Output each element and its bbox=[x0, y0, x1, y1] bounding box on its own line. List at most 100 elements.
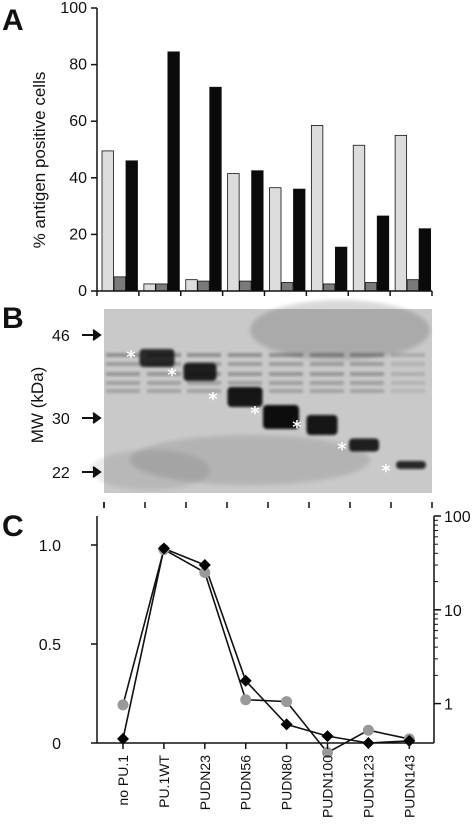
bar-1-4 bbox=[227, 173, 240, 292]
series-1-point-5 bbox=[281, 696, 293, 708]
blot-background-band bbox=[350, 353, 384, 357]
band-asterisk: * bbox=[167, 365, 177, 386]
panel-c-right-tick-label: 1 bbox=[444, 697, 453, 714]
blot-bands: * * * * * * * bbox=[90, 300, 430, 490]
series-2-point-2 bbox=[157, 542, 170, 555]
panel-c-letter: C bbox=[2, 510, 24, 543]
blot-band-lane-6 bbox=[306, 415, 338, 435]
panel-a-axes bbox=[96, 8, 433, 296]
blot-background-band bbox=[310, 353, 344, 357]
blot-background-band bbox=[391, 389, 425, 393]
blot-background-band bbox=[350, 381, 384, 385]
category-label-6: PUDN100 bbox=[320, 755, 336, 818]
blot-background-band bbox=[147, 389, 181, 393]
series-2-point-4 bbox=[239, 674, 252, 687]
blot-band-lane-7 bbox=[349, 438, 379, 452]
bar-3-2 bbox=[167, 51, 180, 292]
blot-band-lane-3 bbox=[183, 363, 217, 381]
series-2-point-6 bbox=[321, 730, 334, 743]
lane-ticks bbox=[103, 502, 433, 508]
bar-2-5 bbox=[281, 282, 294, 292]
mw-label-46: 46 bbox=[52, 328, 70, 345]
blot-band-lane-5 bbox=[263, 405, 299, 429]
panel-c-left-tick-label: 0 bbox=[52, 736, 61, 753]
blot-background-band bbox=[350, 362, 384, 366]
blot-band-lane-4 bbox=[227, 387, 263, 407]
category-label-5: PUDN80 bbox=[279, 755, 295, 810]
blot-background-band bbox=[106, 362, 140, 366]
panel-c-series bbox=[117, 542, 416, 759]
blot-background-band bbox=[228, 362, 262, 366]
bar-1-1 bbox=[101, 150, 114, 292]
arrow-right-icon bbox=[82, 329, 102, 341]
bar-2-2 bbox=[155, 283, 168, 292]
panel-c-left-axis: 0 0.5 1.0 bbox=[39, 538, 97, 753]
mw-label-30: 30 bbox=[52, 411, 70, 428]
blot-background-band bbox=[106, 372, 140, 376]
blot-background-band bbox=[391, 381, 425, 385]
series-1-point-7 bbox=[362, 724, 374, 736]
bar-3-6 bbox=[334, 246, 348, 292]
band-asterisk: * bbox=[337, 439, 347, 460]
bar-3-8 bbox=[418, 228, 432, 292]
series-2-point-1 bbox=[117, 732, 129, 745]
blot-smudge bbox=[90, 450, 210, 490]
panel-a: A % antigen positive cells 0 20 40 60 80 100 bbox=[2, 0, 433, 300]
blot-background-band bbox=[228, 381, 262, 385]
panel-c-right-tick-label: 100 bbox=[444, 509, 471, 526]
category-label-3: PUDN23 bbox=[197, 755, 213, 810]
blot-band-lane-2 bbox=[139, 349, 175, 367]
bar-2-8 bbox=[406, 279, 420, 292]
category-label-1: no PU.1 bbox=[115, 755, 131, 806]
panel-c: C 0 0.5 1.0 1 10 100 no PU.1 PU.1WT PUDN23 PUDN… bbox=[2, 509, 471, 818]
blot-background-band bbox=[228, 353, 262, 357]
panel-c-axes bbox=[96, 516, 435, 744]
panel-a-y-tick-label: 40 bbox=[69, 170, 87, 187]
bar-1-2 bbox=[143, 283, 156, 292]
blot-background-band bbox=[350, 389, 384, 393]
bar-3-1 bbox=[125, 160, 138, 292]
band-asterisk: * bbox=[292, 417, 302, 438]
bar-2-1 bbox=[113, 276, 126, 292]
blot-background-band bbox=[106, 353, 140, 357]
band-asterisk: * bbox=[208, 389, 218, 410]
category-label-4: PUDN56 bbox=[238, 755, 254, 810]
bar-1-7 bbox=[352, 144, 366, 292]
category-label-8: PUDN143 bbox=[401, 755, 417, 818]
series-2-point-5 bbox=[280, 718, 293, 731]
blot-background-band bbox=[269, 381, 303, 385]
bar-2-4 bbox=[239, 280, 252, 292]
series-1-point-4 bbox=[240, 694, 252, 706]
bar-2-6 bbox=[322, 283, 336, 292]
blot-background-band bbox=[310, 372, 344, 376]
panel-a-bars bbox=[101, 51, 432, 292]
series-1-point-3 bbox=[199, 566, 211, 578]
bar-2-3 bbox=[197, 280, 210, 292]
blot-background-band bbox=[269, 353, 303, 357]
panel-a-y-tick-label: 60 bbox=[69, 113, 87, 130]
panel-a-y-tick-label: 100 bbox=[60, 0, 87, 17]
bar-3-3 bbox=[209, 86, 222, 292]
blot-background-band bbox=[106, 389, 140, 393]
blot-background-band bbox=[187, 353, 221, 357]
blot-background-band bbox=[147, 372, 181, 376]
blot-background-band bbox=[350, 372, 384, 376]
blot-background-band bbox=[269, 372, 303, 376]
panel-a-y-tick-label: 20 bbox=[69, 226, 87, 243]
panel-a-y-axis: 0 20 40 60 80 100 bbox=[60, 0, 97, 300]
blot-background-band bbox=[391, 353, 425, 357]
band-asterisk: * bbox=[381, 461, 391, 482]
mw-marker-30: 30 bbox=[52, 411, 102, 428]
series-1-point-6 bbox=[322, 747, 333, 759]
blot-background-band bbox=[228, 372, 262, 376]
blot-background-band bbox=[310, 362, 344, 366]
category-label-7: PUDN123 bbox=[360, 755, 376, 818]
panel-b: B MW (kDa) 46 30 22 * * * * * * * bbox=[2, 300, 433, 508]
panel-c-categories: no PU.1 PU.1WT PUDN23 PUDN56 PUDN80 PUDN100 PU… bbox=[115, 743, 417, 818]
series-2-point-8 bbox=[403, 734, 416, 747]
bar-2-7 bbox=[364, 282, 378, 292]
bar-1-3 bbox=[185, 279, 198, 292]
blot-band-lane-8 bbox=[396, 461, 426, 469]
panel-c-right-axis: 1 10 100 bbox=[434, 509, 471, 714]
panel-a-y-tick-label: 0 bbox=[78, 283, 87, 300]
